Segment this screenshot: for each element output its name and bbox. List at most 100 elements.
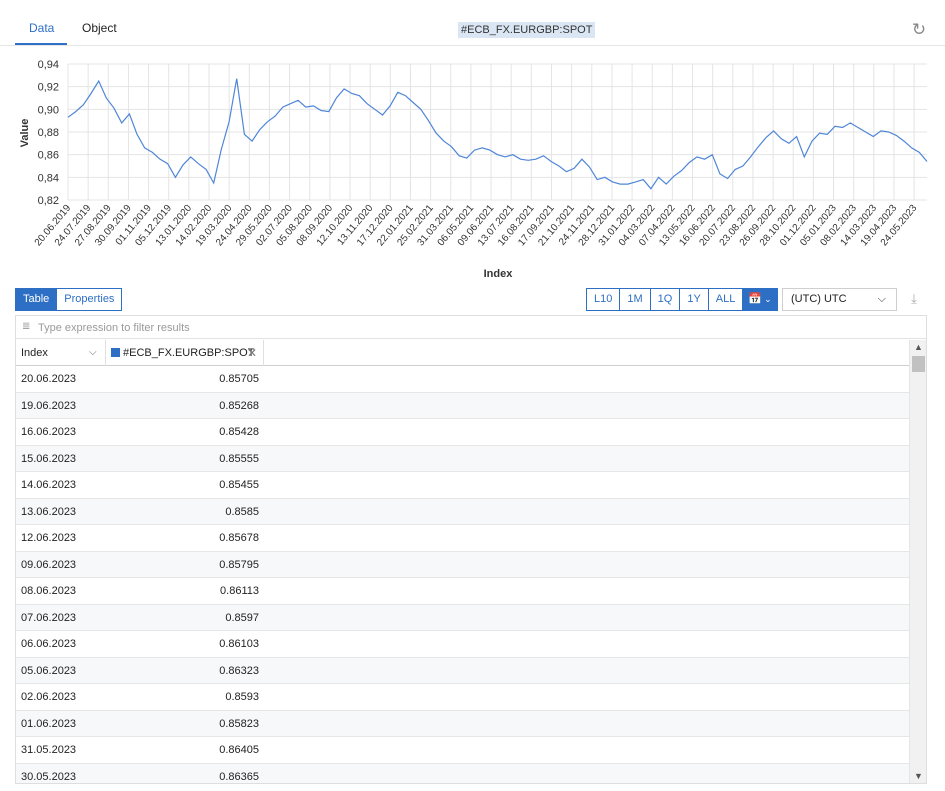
table-row[interactable]: 06.06.2023 0.86103 [16,631,909,658]
range-1m-button[interactable]: 1M [620,288,651,311]
chevron-down-icon: ⌄ [764,294,772,304]
chevron-down-icon[interactable]: ⌵ [89,347,97,358]
cell-value: 0.85455 [219,479,259,491]
range-buttons: L10 1M 1Q 1Y ALL 📅 ⌄ [586,288,778,311]
cell-index: 01.06.2023 [21,717,77,730]
scrollbar-thumb[interactable] [912,356,925,372]
cell-index: 31.05.2023 [21,744,77,756]
cell-index: 12.06.2023 [21,532,77,544]
cell-value: 0.85268 [219,399,259,412]
cell-value: 0.86405 [219,744,259,756]
y-tick-label: 0,82 [38,195,59,207]
top-tab-bar: Data Object #ECB_FX.EURGBP:SPOT ↻ [0,0,945,46]
filter-input[interactable] [38,319,898,336]
refresh-icon[interactable]: ↻ [911,20,927,39]
series-line [67,78,928,190]
calendar-icon: 📅 [748,293,763,305]
close-icon[interactable]: ✕ [246,346,257,360]
table-body: 20.06.2023 0.85705 19.06.2023 0.85268 16.06.… [16,366,909,783]
y-tick-label: 0,90 [38,104,59,116]
series-title: #ECB_FX.EURGBP:SPOT [458,22,596,38]
table-row[interactable]: 19.06.2023 0.85268 [16,392,909,419]
y-axis-label: Value [19,119,31,148]
line-chart: 0,82 0,84 0,86 0,88 0,90 0,92 0,94 20.06.20192… [19,59,928,280]
cell-index: 05.06.2023 [21,664,77,677]
table-row[interactable]: 02.06.2023 0.8593 [16,684,909,711]
timezone-value: (UTC) UTC [791,293,847,305]
column-header-series[interactable]: #ECB_FX.EURGBP:SPOT ✕ [106,340,264,366]
cell-index: 19.06.2023 [21,399,77,412]
table-row[interactable]: 07.06.2023 0.8597 [16,604,909,631]
scroll-down-icon[interactable]: ▼ [914,771,923,781]
x-axis-ticks: 20.06.201924.07.201927.08.201930.09.2019… [33,203,920,249]
y-tick-label: 0,86 [38,150,59,162]
table-row[interactable]: 01.06.2023 0.85823 [16,710,909,737]
column-header-label: Index [21,347,48,359]
table-row[interactable]: 15.06.2023 0.85555 [16,445,909,472]
table-view-button[interactable]: Table [15,288,58,311]
cell-index: 08.06.2023 [21,585,77,597]
table-row[interactable]: 09.06.2023 0.85795 [16,551,909,578]
view-toggle: Table Properties [15,288,123,311]
cell-value: 0.85428 [219,426,259,438]
cell-index: 15.06.2023 [21,452,77,465]
calendar-dropdown-button[interactable]: 📅 ⌄ [743,288,778,311]
y-tick-label: 0,84 [38,172,59,184]
y-tick-label: 0,92 [38,82,59,94]
cell-value: 0.85705 [219,373,259,385]
filter-row: ≣ [16,316,926,339]
cell-value: 0.8593 [225,691,259,703]
chart-grid [67,63,927,201]
table-row[interactable]: 14.06.2023 0.85455 [16,472,909,499]
scroll-up-icon[interactable]: ▲ [914,342,923,352]
cell-index: 16.06.2023 [21,426,77,438]
timezone-select[interactable]: (UTC) UTC ⌵ [782,288,897,311]
cell-value: 0.86323 [219,664,259,677]
column-header-index[interactable]: Index ⌵ [16,340,106,366]
y-tick-label: 0,94 [38,59,59,71]
range-l10-button[interactable]: L10 [586,288,621,311]
cell-value: 0.8597 [225,611,259,624]
filter-icon: ≣ [22,321,31,332]
cell-index: 14.06.2023 [21,479,77,491]
table-header: Index ⌵ #ECB_FX.EURGBP:SPOT ✕ [16,340,909,366]
y-axis-ticks: 0,82 0,84 0,86 0,88 0,90 0,92 0,94 [38,59,59,207]
x-axis-label: Index [484,268,514,280]
column-header-label: #ECB_FX.EURGBP:SPOT [123,347,255,359]
table-row[interactable]: 16.06.2023 0.85428 [16,419,909,446]
table-row[interactable]: 31.05.2023 0.86405 [16,737,909,764]
table-row[interactable]: 08.06.2023 0.86113 [16,578,909,605]
cell-value: 0.86365 [219,770,259,783]
cell-index: 09.06.2023 [21,558,77,571]
tab-object[interactable]: Object [82,21,117,35]
range-1y-button[interactable]: 1Y [680,288,709,311]
cell-value: 0.85678 [219,532,259,544]
table-row[interactable]: 12.06.2023 0.85678 [16,525,909,552]
range-all-button[interactable]: ALL [708,288,744,311]
data-table: ≣ Index ⌵ #ECB_FX.EURGBP:SPOT ✕ 20.06.20… [15,315,927,784]
series-color-swatch [111,348,120,357]
vertical-scrollbar[interactable]: ▲ ▼ [909,340,926,783]
y-tick-label: 0,88 [38,127,59,139]
cell-index: 13.06.2023 [21,505,77,518]
range-1q-button[interactable]: 1Q [650,288,681,311]
table-row[interactable]: 20.06.2023 0.85705 [16,366,909,393]
chevron-down-icon: ⌵ [877,293,886,305]
download-icon[interactable]: ⤓ [911,291,917,306]
cell-index: 07.06.2023 [21,611,77,624]
table-row[interactable]: 05.06.2023 0.86323 [16,657,909,684]
cell-value: 0.85823 [219,717,259,730]
active-tab-indicator [15,43,67,45]
cell-index: 20.06.2023 [21,373,77,385]
cell-value: 0.8585 [225,505,259,518]
tab-data[interactable]: Data [29,21,55,35]
cell-value: 0.85555 [219,452,259,465]
cell-index: 02.06.2023 [21,691,77,703]
table-row[interactable]: 13.06.2023 0.8585 [16,498,909,525]
divider [0,45,945,46]
cell-value: 0.86103 [219,638,259,650]
table-row[interactable]: 30.05.2023 0.86365 [16,763,909,783]
properties-view-button[interactable]: Properties [57,288,123,311]
cell-value: 0.86113 [220,585,259,597]
cell-index: 06.06.2023 [21,638,77,650]
